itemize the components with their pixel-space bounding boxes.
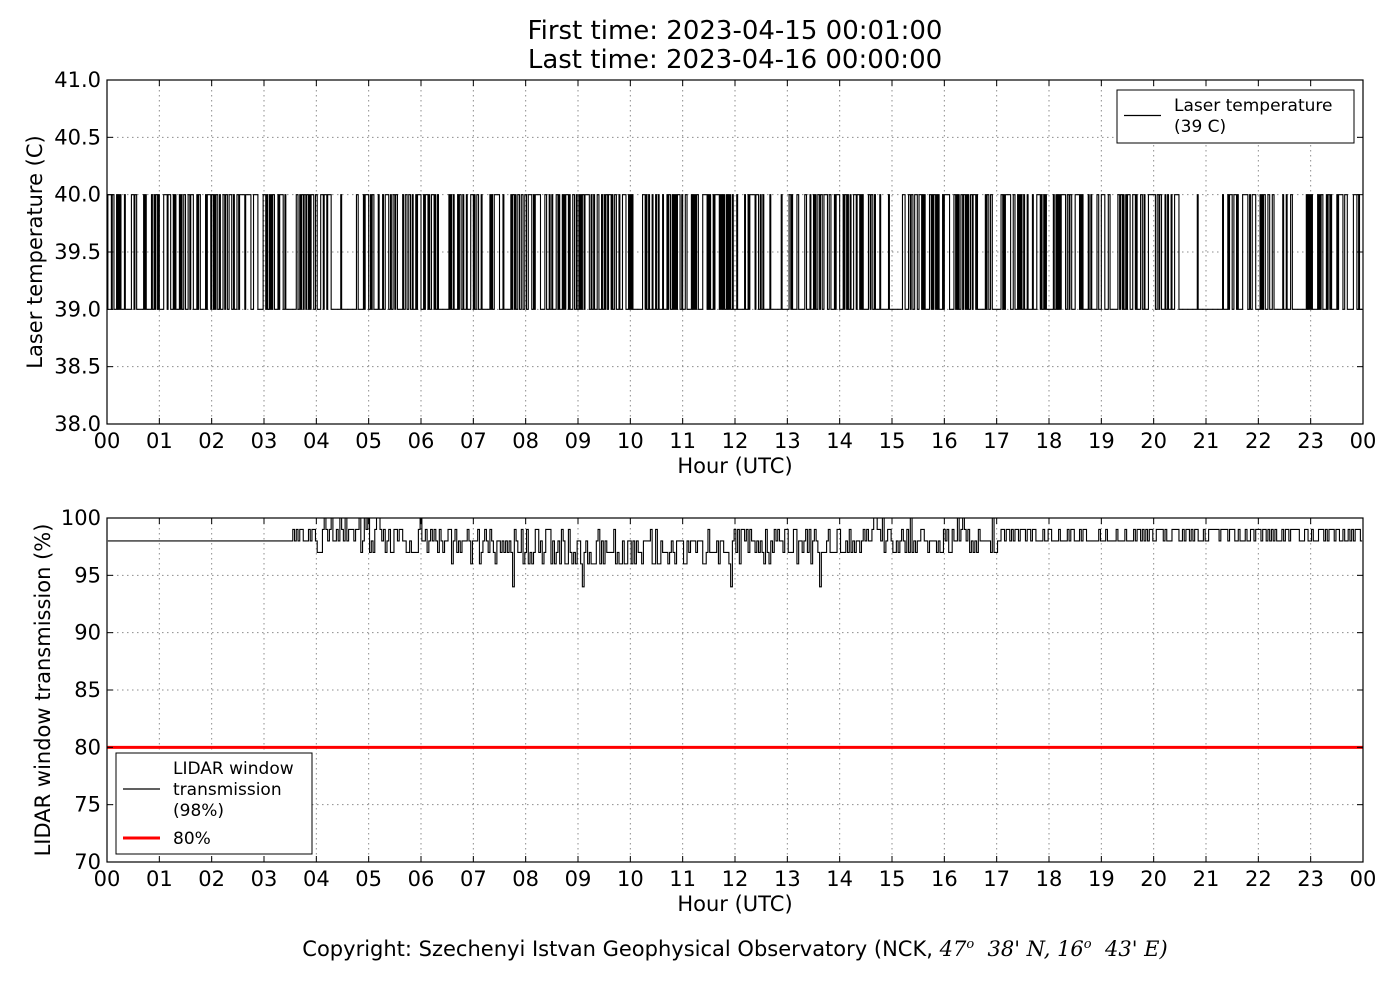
- x-tick-label: 17: [983, 867, 1010, 891]
- x-tick-label: 23: [1297, 867, 1324, 891]
- x-tick-label: 10: [617, 867, 644, 891]
- x-tick-label: 19: [1088, 867, 1115, 891]
- x-tick-label: 00: [1350, 867, 1377, 891]
- x-tick-label: 02: [198, 429, 225, 453]
- x-tick-label: 12: [722, 867, 749, 891]
- legend-box: [1116, 89, 1355, 144]
- x-tick-label: 03: [251, 429, 278, 453]
- x-tick-label: 08: [512, 867, 539, 891]
- series-line-laser-temperature: [107, 194, 1363, 310]
- legend-entry-text: LIDAR window: [173, 759, 294, 779]
- y-tick-label: 38.5: [54, 355, 101, 379]
- y-tick-label: 39.5: [54, 240, 101, 264]
- x-tick-label: 16: [931, 429, 958, 453]
- copyright-notice: Copyright: Szechenyi Istvan Geophysical …: [302, 937, 1168, 961]
- figure-title: First time: 2023-04-15 00:01:00 Last tim…: [0, 17, 1400, 75]
- first-time-label: First time: 2023-04-15 00:01:00: [527, 16, 943, 46]
- x-tick-label: 20: [1140, 867, 1167, 891]
- lidar-transmission-panel: 00 01 02 03 04 05 06 07 08 09 10 11 12 13 14 15 16 17 18 19…: [31, 506, 1376, 916]
- y-tick-label: 85: [74, 678, 101, 702]
- x-tick-label: 22: [1245, 867, 1272, 891]
- data-area: [107, 518, 1363, 749]
- x-tick-label: 16: [931, 867, 958, 891]
- x-tick-label: 18: [1036, 867, 1063, 891]
- y-tick-label: 95: [74, 563, 101, 587]
- x-axis-label: Hour (UTC): [677, 454, 792, 478]
- x-tick-label: 14: [826, 429, 853, 453]
- x-tick-label: 19: [1088, 429, 1115, 453]
- y-tick-label: 80: [74, 735, 101, 759]
- y-tick-label: 39.0: [54, 297, 101, 321]
- series-line-lidar-transmission: [107, 518, 1363, 588]
- x-tick-label: 10: [617, 429, 644, 453]
- x-tick-label: 23: [1297, 429, 1324, 453]
- x-tick-label: 04: [303, 867, 330, 891]
- x-tick-label: 21: [1193, 429, 1220, 453]
- x-tick-label: 07: [460, 429, 487, 453]
- x-tick-label: 15: [879, 867, 906, 891]
- legend-entry-text: (39 C): [1174, 117, 1226, 137]
- x-tick-label: 06: [408, 429, 435, 453]
- legend-entry-text: 80%: [173, 829, 211, 849]
- x-tick-label: 05: [355, 867, 382, 891]
- legend: Laser temperature(39 C): [1116, 89, 1355, 144]
- x-tick-label: 02: [198, 867, 225, 891]
- y-tick-label: 41.0: [54, 68, 101, 92]
- x-tick-label: 09: [565, 429, 592, 453]
- x-tick-label: 07: [460, 867, 487, 891]
- x-tick-label: 18: [1036, 429, 1063, 453]
- x-tick-label: 21: [1193, 867, 1220, 891]
- x-tick-label: 13: [774, 429, 801, 453]
- y-tick-label: 40.5: [54, 125, 101, 149]
- legend-entry-text: (98%): [173, 801, 224, 821]
- x-tick-label: 00: [94, 429, 121, 453]
- y-tick-label: 70: [74, 850, 101, 874]
- x-tick-label: 15: [879, 429, 906, 453]
- last-time-label: Last time: 2023-04-16 00:00:00: [527, 45, 943, 75]
- x-tick-label: 06: [408, 867, 435, 891]
- x-axis-label: Hour (UTC): [677, 892, 792, 916]
- x-tick-label: 17: [983, 429, 1010, 453]
- x-tick-label: 08: [512, 429, 539, 453]
- x-tick-label: 00: [94, 867, 121, 891]
- x-tick-label: 11: [669, 429, 696, 453]
- x-tick-label: 01: [146, 867, 173, 891]
- x-tick-label: 05: [355, 429, 382, 453]
- legend-entry-text: transmission: [173, 780, 282, 800]
- legend-entry-text: Laser temperature: [1174, 96, 1332, 116]
- laser-temperature-panel: 00 01 02 03 04 05 06 07 08 09 10 11 12 13 14 15 16 17 18 19…: [23, 68, 1376, 478]
- y-tick-label: 90: [74, 621, 101, 645]
- y-tick-label: 100: [61, 506, 101, 530]
- data-area: [107, 194, 1363, 310]
- x-tick-label: 13: [774, 867, 801, 891]
- x-tick-label: 14: [826, 867, 853, 891]
- x-tick-label: 04: [303, 429, 330, 453]
- y-tick-label: 75: [74, 793, 101, 817]
- y-tick-label: 40.0: [54, 183, 101, 207]
- x-tick-label: 22: [1245, 429, 1272, 453]
- x-tick-label: 12: [722, 429, 749, 453]
- x-tick-label: 01: [146, 429, 173, 453]
- x-tick-label: 11: [669, 867, 696, 891]
- y-axis-label: Laser temperature (C): [23, 135, 47, 368]
- y-axis-label: LIDAR window transmission (%): [31, 524, 55, 857]
- x-tick-label: 03: [251, 867, 278, 891]
- x-tick-label: 09: [565, 867, 592, 891]
- x-tick-label: 00: [1350, 429, 1377, 453]
- y-tick-label: 38.0: [54, 412, 101, 436]
- x-tick-label: 20: [1140, 429, 1167, 453]
